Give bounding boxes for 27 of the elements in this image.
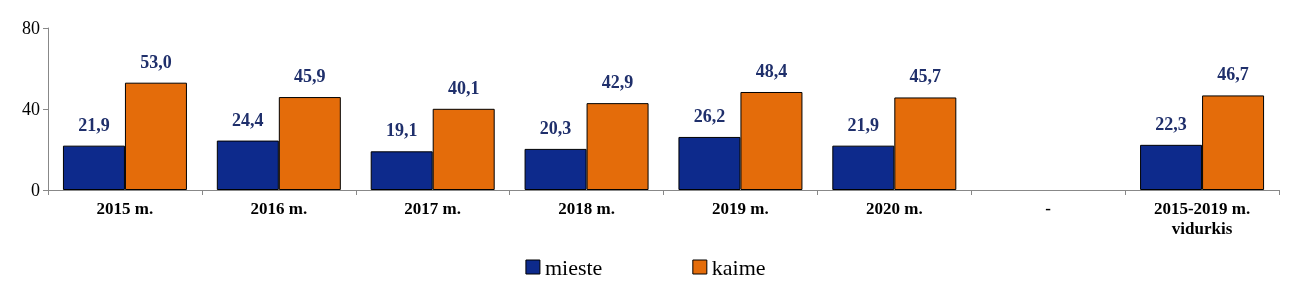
data-label: 26,2 — [693, 105, 726, 126]
legend-label: mieste — [544, 254, 603, 280]
y-tick-label: 40 — [22, 99, 40, 119]
legend-label: kaime — [711, 254, 766, 280]
data-label: 21,9 — [78, 114, 110, 135]
data-label: 53,0 — [140, 51, 172, 72]
data-label: 22,3 — [1155, 113, 1187, 134]
x-tick-label: 2016 m. — [250, 198, 308, 218]
x-tick-label: 2020 m. — [865, 198, 923, 218]
x-tick-label: 2017 m. — [404, 198, 462, 218]
data-label: 40,1 — [447, 77, 480, 98]
y-tick-label: 80 — [22, 18, 40, 38]
data-label: 19,1 — [385, 120, 418, 141]
x-tick-label: 2019 m. — [712, 198, 769, 218]
data-label: 45,7 — [909, 66, 942, 87]
x-tick-label: 2018 m. — [558, 198, 615, 218]
x-tick-label: 2015-2019 m. vidurkis — [1153, 198, 1251, 238]
data-label: 21,9 — [847, 114, 880, 135]
data-label: 46,7 — [1217, 64, 1249, 85]
x-tick-label: - — [1045, 198, 1052, 218]
data-label: 48,4 — [755, 60, 788, 81]
data-label: 24,4 — [232, 109, 264, 130]
data-label: 45,9 — [294, 66, 326, 87]
data-label: 20,3 — [539, 117, 572, 138]
data-label: 42,9 — [601, 72, 634, 93]
y-tick-label: 0 — [31, 180, 40, 200]
x-tick-label: 2015 m. — [96, 198, 154, 218]
